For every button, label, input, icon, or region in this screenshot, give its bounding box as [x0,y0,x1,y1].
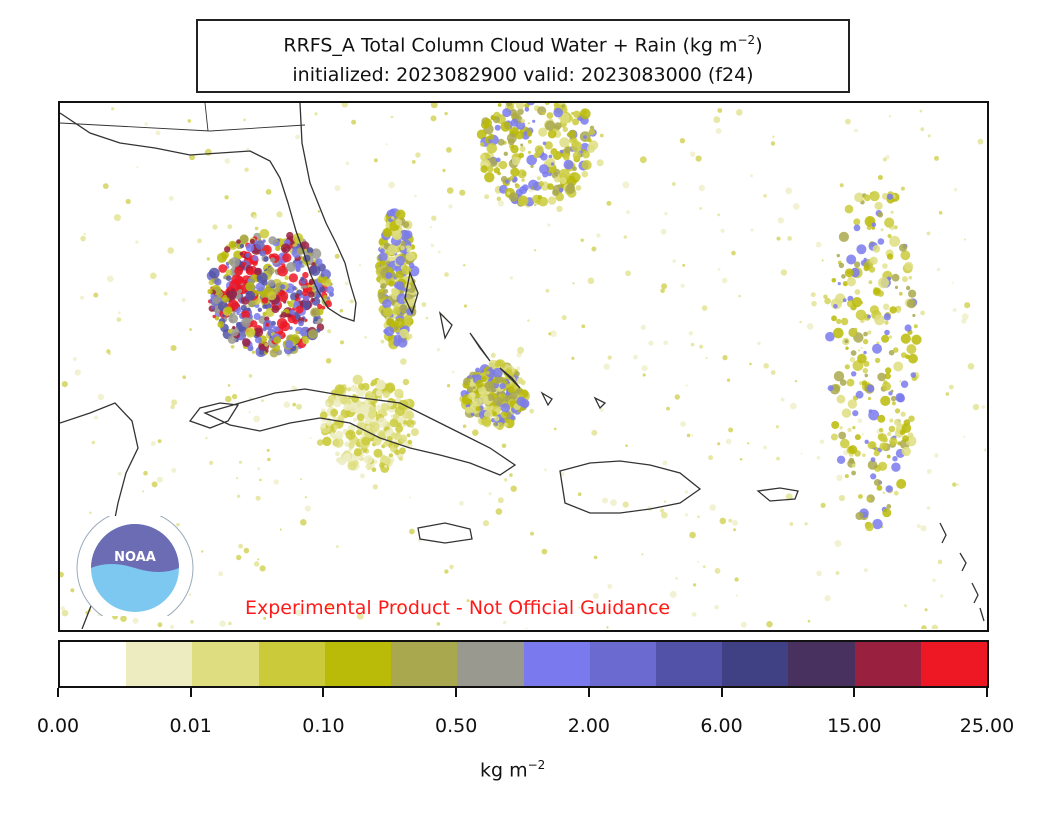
colorbar-tick-label: 6.00 [700,715,743,737]
colorbar-tick [57,688,59,697]
state-border-line-2 [204,103,209,132]
colorbar-segment [126,642,193,686]
colorbar-tick-label: 0.01 [169,715,212,737]
colorbar-tick-label: 0.10 [302,715,345,737]
colorbar-tick-label: 0.00 [36,715,80,737]
coastline-bahamas-3 [469,332,491,362]
coastline-bahamas-5 [540,391,553,407]
colorbar-tick [986,688,988,697]
colorbar-segment [523,642,590,686]
state-border-line [60,122,306,132]
map-title: RRFS_A Total Column Cloud Water + Rain (… [196,19,850,93]
colorbar-segment [920,642,988,686]
northern-system [476,103,599,207]
colorbar-segment [258,642,325,686]
hurricane-idalia [206,228,334,358]
coastline-bahamas-4 [499,367,521,389]
colorbar-tick [322,688,325,697]
colorbar-segment [854,642,921,686]
colorbar [58,640,989,688]
colorbar-segment [589,642,656,686]
colorbar-segment [391,642,458,686]
colorbar-tick [189,688,192,697]
coastline-lesser-antilles [939,522,985,622]
coastline-cuba [203,388,517,476]
colorbar-tick-label: 2.00 [567,715,610,737]
coastlines [60,103,985,629]
svg-text:NOAA: NOAA [114,550,156,565]
map-panel [58,101,989,632]
colorbar-segment [60,642,127,686]
coastline-bahamas-6 [593,396,607,410]
coastline-bahamas-2 [438,311,453,340]
colorbar-tick [587,688,590,697]
colorbar-tick [455,688,458,697]
colorbar-segment [324,642,392,686]
colorbar-tick-label: 15.00 [827,715,882,737]
title-line-2: initialized: 2023082900 valid: 202308300… [292,64,754,87]
disclaimer-text: Experimental Product - Not Official Guid… [245,597,671,619]
coastline-hispaniola [559,460,702,514]
coastline-jamaica [417,522,473,544]
colorbar-segment [457,642,524,686]
colorbar-tick-label: 0.50 [434,715,478,737]
colorbar-segment [655,642,723,686]
map-canvas [60,103,986,629]
bahamas-cluster [460,359,530,431]
coastline-gulf [60,103,357,322]
coastline-puerto-rico [756,487,799,502]
cuba-convection [319,374,419,473]
colorbar-tick [720,688,723,697]
colorbar-label: kg m−2 [480,758,546,782]
colorbar-segment [788,642,855,686]
title-line-1: RRFS_A Total Column Cloud Water + Rain (… [283,33,763,57]
coastline-yucatan [188,402,240,429]
precipitation-field [60,103,986,629]
colorbar-tick-label: 25.00 [959,715,1015,737]
colorbar-tick [853,688,856,697]
colorbar-segment [192,642,259,686]
coastline-bahamas-1 [404,270,419,315]
noaa-logo-icon: NOAA [76,516,194,616]
colorbar-segment [722,642,789,686]
atlantic-frontal-band [825,175,922,532]
